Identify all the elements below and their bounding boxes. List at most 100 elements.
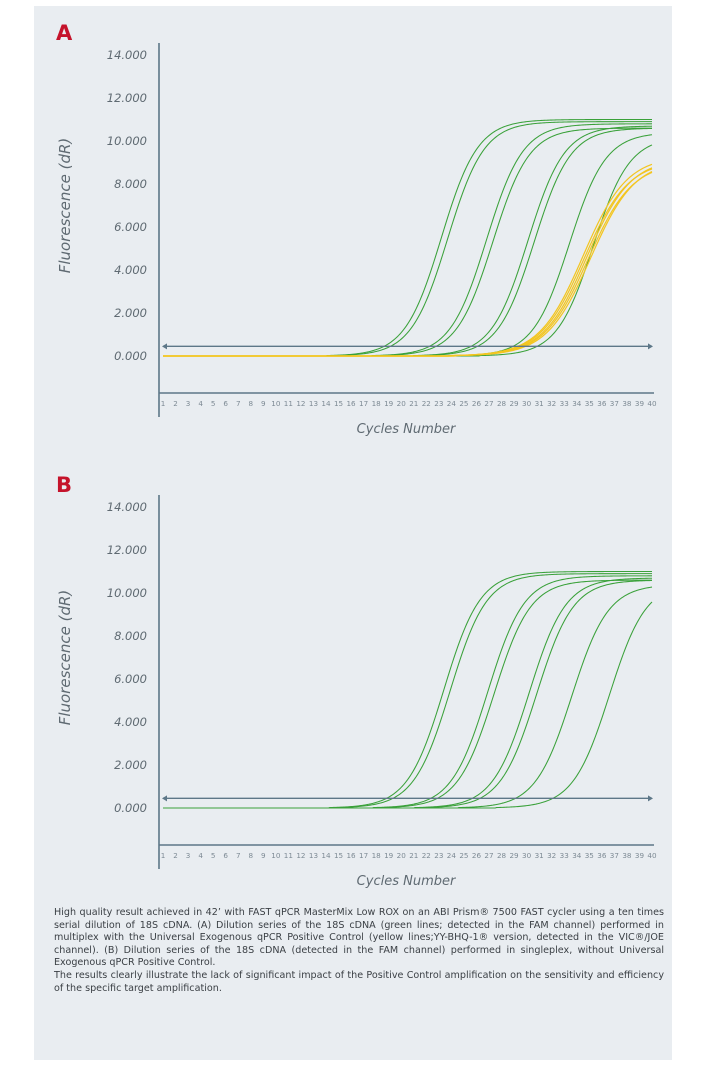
chart-b-x-tick-label: 31 [535,851,544,860]
chart-b-x-tick-label: 16 [346,851,356,860]
chart-a-y-tick-label: 6.000 [114,220,147,234]
chart-b-y-tick-label: 2.000 [114,758,147,772]
chart-b-x-tick-label: 12 [296,851,305,860]
chart-a-x-tick-label: 16 [346,399,356,408]
chart-b-x-tick-label: 39 [635,851,645,860]
chart-b-x-tick-label: 13 [309,851,318,860]
chart-b-x-tick-label: 1 [161,851,166,860]
chart-b-x-tick-label: 24 [447,851,457,860]
chart-a-x-tick-label: 10 [271,399,281,408]
chart-b-x-tick-label: 5 [211,851,216,860]
chart-b-x-tick-label: 33 [560,851,569,860]
chart-b-x-tick-label: 19 [384,851,394,860]
chart-a-x-tick-label: 23 [434,399,443,408]
chart-a-x-tick-label: 19 [384,399,394,408]
chart-b-y-tick-label: 6.000 [114,672,147,686]
chart-b-x-tick-label: 38 [622,851,632,860]
chart-a-x-tick-label: 25 [459,399,468,408]
figure-caption: High quality result achieved in 42’ with… [54,907,664,995]
chart-a-x-tick-label: 33 [560,399,569,408]
chart-a-series-line [163,123,652,357]
chart-a-x-tick-label: 22 [422,399,431,408]
chart-b-x-tick-label: 29 [509,851,519,860]
chart-b-x-tick-label: 21 [409,851,418,860]
chart-b-x-tick-label: 37 [610,851,619,860]
chart-a-series-line [163,125,653,357]
chart-a-x-tick-label: 26 [472,399,482,408]
chart-a-series-line [163,171,653,357]
chart-b-x-axis-label: Cycles Number [357,874,457,889]
chart-a-x-tick-label: 17 [359,399,368,408]
chart-a-x-tick-label: 12 [296,399,305,408]
caption-paragraph-2: The results clearly illustrate the lack … [54,969,664,994]
chart-b-series-line [163,579,653,809]
figure-panel [34,6,672,1060]
chart-a-x-tick-label: 32 [547,399,556,408]
chart-b-threshold-arrow-right [648,795,653,802]
chart-b-x-tick-label: 34 [572,851,582,860]
chart-a-x-tick-label: 24 [447,399,457,408]
chart-a-x-tick-label: 18 [372,399,382,408]
chart-b-x-tick-label: 14 [321,851,331,860]
chart-a-y-tick-label: 0.000 [114,349,147,363]
chart-b: B0.0002.0004.0006.0008.00010.00012.00014… [56,473,657,889]
chart-a-x-tick-label: 40 [647,399,657,408]
chart-b-x-tick-label: 36 [597,851,607,860]
chart-b-x-tick-label: 11 [284,851,293,860]
chart-a-x-tick-label: 20 [397,399,407,408]
chart-b-x-tick-label: 20 [397,851,407,860]
chart-a-x-tick-label: 8 [248,399,253,408]
chart-b-x-tick-label: 17 [359,851,368,860]
chart-b-y-tick-label: 0.000 [114,801,147,815]
chart-a-x-tick-label: 37 [610,399,619,408]
chart-a-y-tick-label: 10.000 [107,134,147,148]
chart-b-series-line [163,579,652,809]
chart-a-series-line [163,167,653,357]
chart-b-x-tick-label: 18 [372,851,382,860]
chart-a-series-line [163,127,652,357]
chart-a-series-line [163,134,653,357]
chart-b-x-tick-label: 26 [472,851,482,860]
chart-b-y-tick-label: 8.000 [114,629,147,643]
chart-a-y-tick-label: 4.000 [114,263,147,277]
chart-b-y-axis-label: Fluorescence (dR) [56,590,74,726]
chart-b-x-tick-label: 4 [198,851,203,860]
chart-a-threshold-arrow-right [648,343,653,350]
chart-a-x-tick-label: 21 [409,399,418,408]
chart-a-series-line [163,127,653,357]
chart-b-x-tick-label: 6 [223,851,228,860]
chart-b-x-tick-label: 7 [236,851,241,860]
chart-b-x-tick-label: 28 [497,851,507,860]
caption-paragraph-1: High quality result achieved in 42’ with… [54,907,664,969]
chart-a-x-tick-label: 4 [198,399,203,408]
chart-b-y-tick-label: 12.000 [107,543,147,557]
chart-a-x-tick-label: 15 [334,399,343,408]
chart-a-series-line [163,168,653,357]
chart-a-x-tick-label: 6 [223,399,228,408]
chart-a-x-axis-label: Cycles Number [357,422,457,437]
chart-a-x-tick-label: 3 [186,399,191,408]
chart-a-y-tick-label: 12.000 [107,91,147,105]
chart-a-x-tick-label: 5 [211,399,216,408]
chart-a-x-tick-label: 14 [321,399,331,408]
chart-b-y-tick-label: 4.000 [114,715,147,729]
chart-a-panel-letter: A [56,21,73,45]
chart-a-x-tick-label: 27 [484,399,493,408]
chart-a-x-tick-label: 2 [173,399,178,408]
chart-a-x-tick-label: 9 [261,399,266,408]
chart-a-x-tick-label: 35 [585,399,594,408]
chart-a-threshold-arrow-left [162,343,167,350]
chart-b-threshold-arrow-left [162,795,167,802]
chart-a-x-tick-label: 38 [622,399,632,408]
chart-b-x-tick-label: 2 [173,851,178,860]
chart-b-series-line [163,601,653,809]
chart-a-y-tick-label: 14.000 [107,48,147,62]
chart-b-x-tick-label: 27 [484,851,493,860]
chart-b-x-tick-label: 40 [647,851,657,860]
chart-a-x-tick-label: 13 [309,399,318,408]
chart-a-x-tick-label: 28 [497,399,507,408]
chart-a-series-line [163,118,652,357]
chart-b-x-tick-label: 32 [547,851,556,860]
chart-b-x-tick-label: 35 [585,851,594,860]
chart-b-x-tick-label: 25 [459,851,468,860]
